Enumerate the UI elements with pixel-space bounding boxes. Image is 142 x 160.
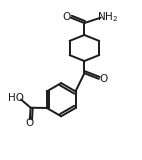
Text: HO: HO bbox=[8, 93, 24, 103]
Text: O: O bbox=[26, 118, 34, 128]
Text: NH$_2$: NH$_2$ bbox=[97, 10, 118, 24]
Text: O: O bbox=[63, 12, 71, 22]
Text: O: O bbox=[99, 74, 108, 84]
